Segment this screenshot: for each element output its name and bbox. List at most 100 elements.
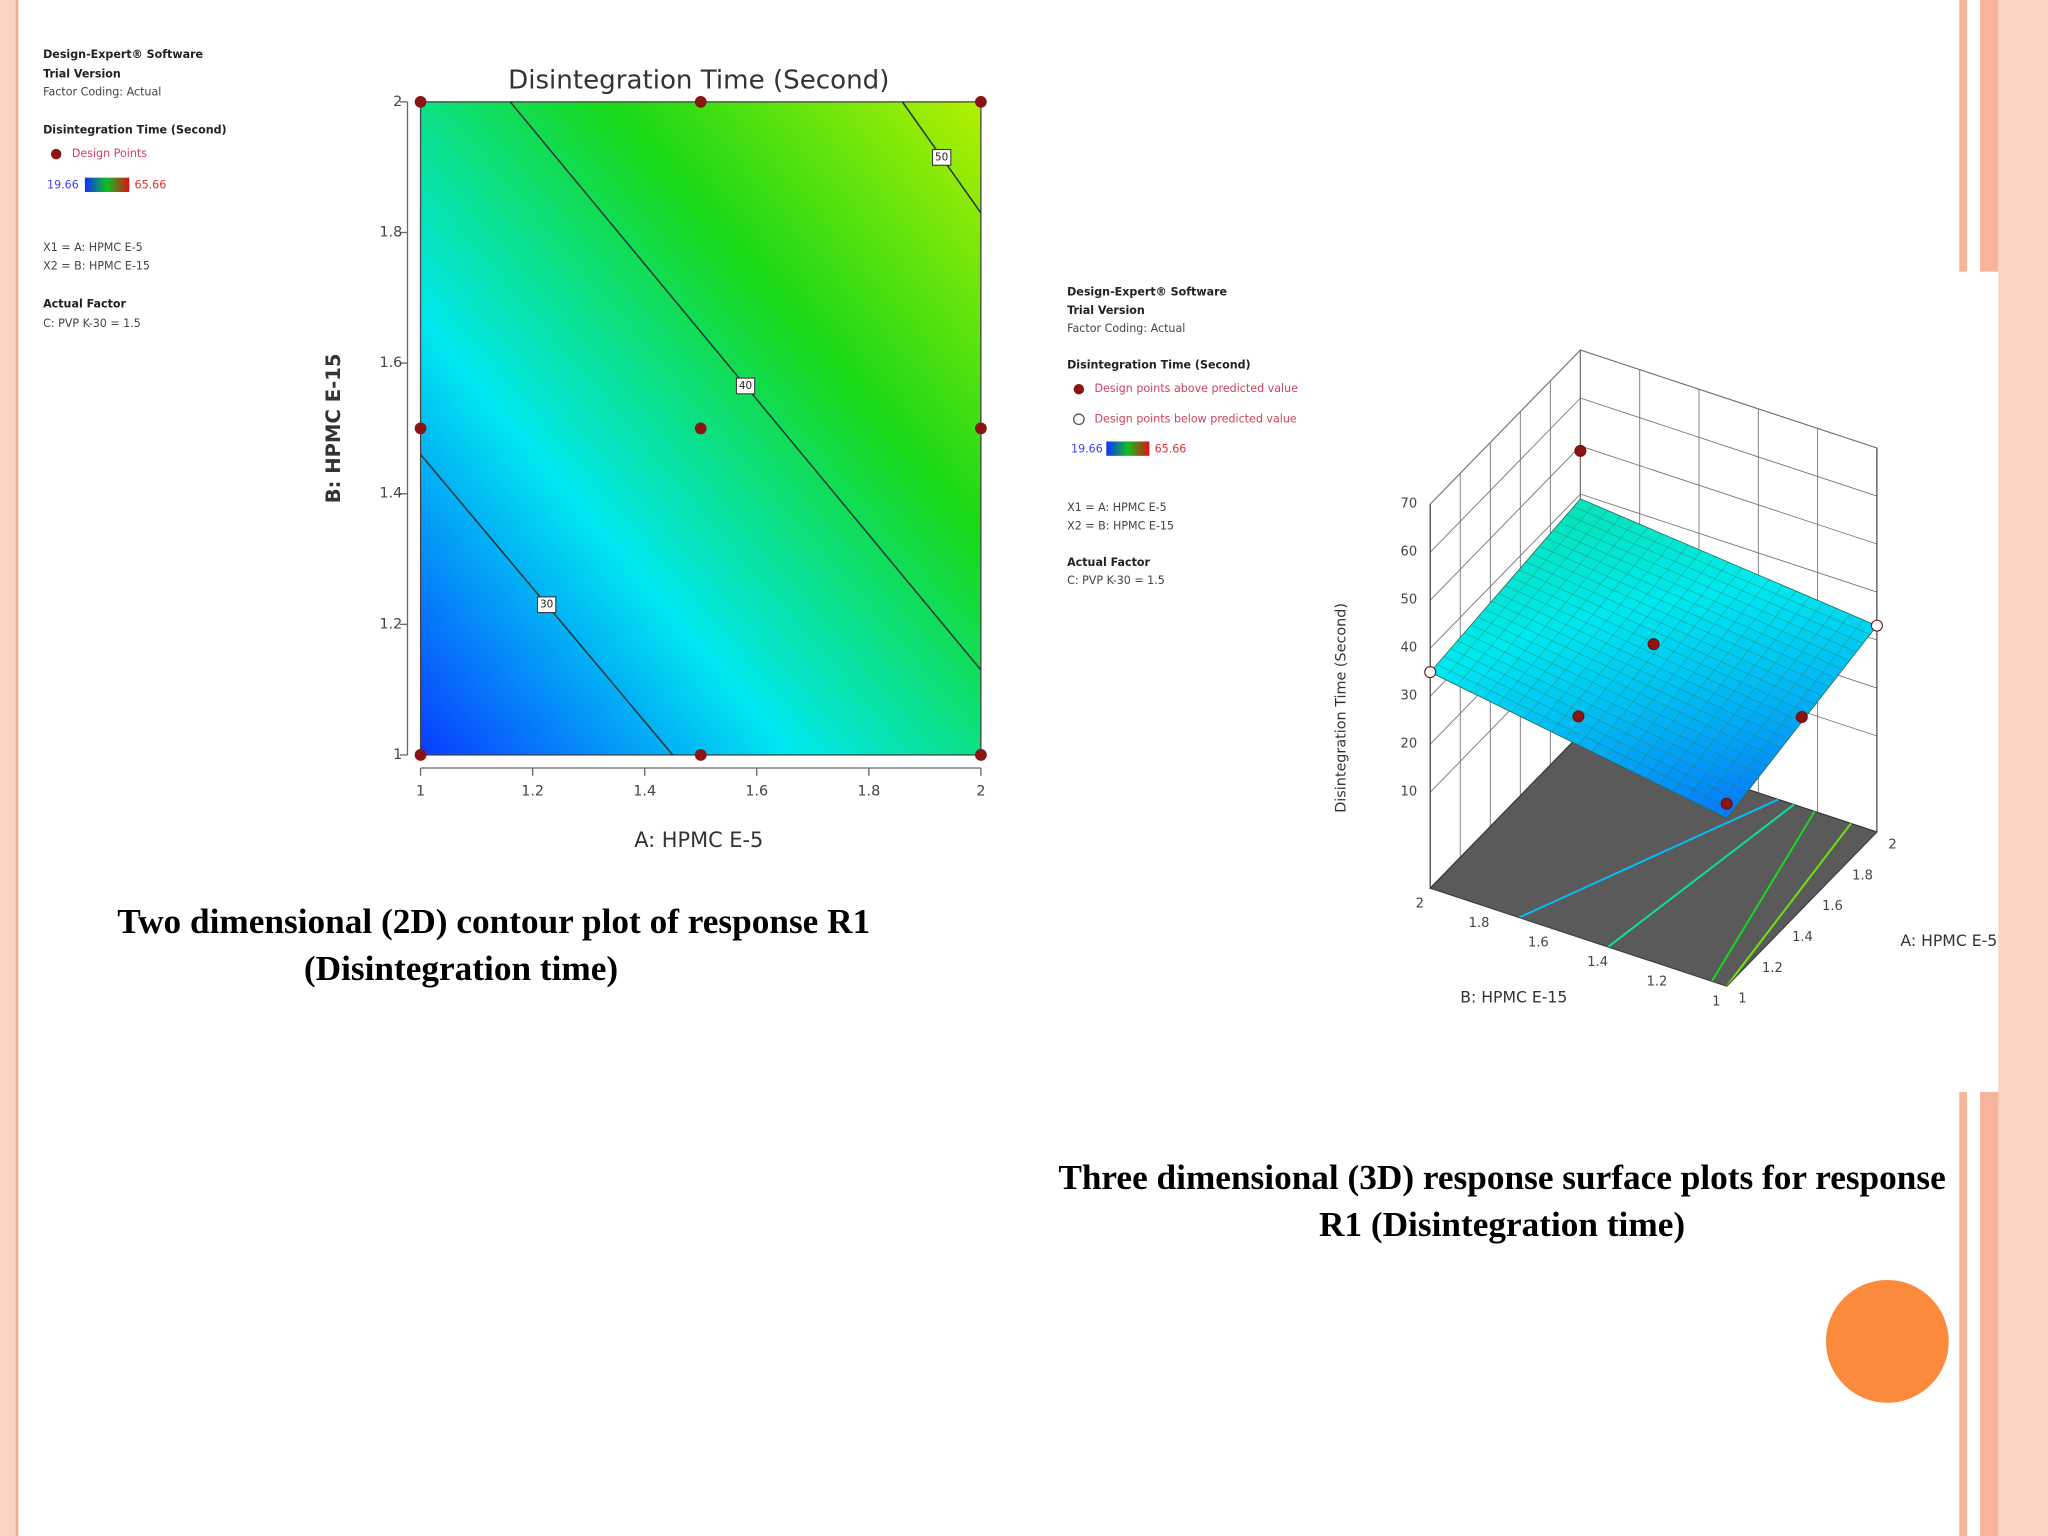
x-tick-label: 2 [976, 784, 985, 800]
legend-title: Disintegration Time (Second) [43, 124, 227, 137]
caption: Three dimensional (3D) response surface … [1058, 1158, 1945, 1197]
design-point [975, 422, 987, 435]
colorbar-min: 19.66 [1071, 442, 1103, 455]
legend-2d: Design-Expert® Software Trial Version Fa… [43, 48, 227, 330]
design-point [414, 749, 427, 761]
design-point [975, 749, 987, 761]
y-tick-label: 1.4 [1587, 955, 1608, 970]
design-point [975, 96, 987, 108]
colorbar-min: 19.66 [47, 178, 79, 191]
factor: X1 = A: HPMC E-5 [1067, 501, 1167, 514]
legend-info: Design-Expert® Software [43, 48, 203, 61]
y-tick-label: 2 [393, 94, 402, 110]
floor-contour [1518, 798, 1779, 919]
x-tick-label: 1.2 [521, 784, 544, 800]
z-tick-label: 60 [1401, 545, 1418, 560]
contour-chart: Disintegration Time (Second) A: HPMC E-5… [322, 65, 987, 852]
y-tick-label: 1.8 [379, 224, 402, 240]
design-point [1720, 797, 1733, 810]
surface [1429, 498, 1878, 819]
x-axis-label: A: HPMC E-5 [1900, 931, 1997, 950]
right-stripe [1959, 0, 1968, 272]
caption: Two dimensional (2D) contour plot of res… [117, 902, 870, 941]
colorbar [84, 177, 130, 192]
design-point [1647, 638, 1660, 651]
caption: (Disintegration time) [304, 949, 618, 988]
legend-label: Design points below predicted value [1095, 412, 1297, 425]
surface-chart: A: HPMC E-5 B: HPMC E-15 Disintegration … [1333, 348, 1997, 1009]
legend-info: Trial Version [1067, 304, 1145, 317]
factor: X1 = A: HPMC E-5 [43, 241, 143, 254]
y-tick-label: 1 [1712, 994, 1720, 1009]
x-tick-label: 1.6 [1822, 899, 1843, 914]
factor: X2 = B: HPMC E-15 [1067, 519, 1174, 532]
contour-label-box [536, 596, 557, 614]
legend-info: Design-Expert® Software [1067, 286, 1227, 299]
colorbar-max: 65.66 [1155, 442, 1187, 455]
contour-label: 50 [935, 151, 948, 163]
chart-title: Disintegration Time (Second) [508, 65, 889, 95]
legend-info: Factor Coding: Actual [1067, 322, 1185, 335]
floor-contour [1607, 803, 1795, 948]
legend-label: Design points above predicted value [1095, 382, 1299, 395]
z-tick-label: 50 [1401, 593, 1418, 608]
y-tick-label: 1 [393, 747, 402, 763]
z-tick-label: 20 [1401, 737, 1418, 752]
y-tick-label: 1.6 [379, 355, 402, 371]
right-stripe [1980, 1091, 1999, 1536]
contour-label-box [932, 149, 952, 166]
design-point [414, 422, 427, 435]
orange-dot [1825, 1280, 1949, 1403]
design-point [694, 749, 707, 761]
floor-contour [1725, 822, 1852, 987]
contour-label: 40 [739, 380, 752, 392]
actual-factor: C: PVP K-30 = 1.5 [43, 317, 141, 330]
colorbar [1106, 441, 1150, 456]
x-tick-label: 1.8 [857, 784, 880, 800]
contour-label: 30 [540, 599, 553, 611]
factor: X2 = B: HPMC E-15 [43, 259, 150, 272]
x-axis-label: A: HPMC E-5 [634, 828, 763, 852]
y-axis-label: B: HPMC E-15 [322, 354, 345, 504]
x-tick-label: 1.2 [1762, 961, 1783, 976]
legend-title: Disintegration Time (Second) [1067, 359, 1251, 372]
contour-label-box [735, 377, 756, 395]
x-tick-label: 1 [416, 784, 425, 800]
x-tick-label: 1.4 [633, 784, 656, 800]
y-tick-label: 2 [1416, 896, 1424, 911]
y-axis-label: B: HPMC E-15 [1460, 987, 1567, 1006]
legend-label: Design Points [72, 147, 147, 160]
y-tick-label: 1.6 [1528, 936, 1549, 951]
design-point [694, 96, 707, 108]
actual-factor: C: PVP K-30 = 1.5 [1067, 574, 1165, 587]
actual-factor-title: Actual Factor [43, 297, 126, 310]
x-tick-label: 1 [1738, 992, 1746, 1007]
z-tick-label: 30 [1401, 689, 1418, 704]
x-tick-label: 1.6 [745, 784, 768, 800]
legend-info: Trial Version [43, 67, 121, 80]
actual-factor-title: Actual Factor [1067, 556, 1150, 569]
design-point [1574, 444, 1587, 457]
legend-3d: Design-Expert® Software Trial Version Fa… [1067, 286, 1298, 588]
design-point [1795, 711, 1808, 724]
floor-contour [1711, 810, 1816, 982]
left-border-line [15, 0, 19, 1536]
z-axis-label: Disintegration Time (Second) [1333, 603, 1349, 813]
legend-marker [1072, 413, 1085, 426]
design-point [414, 96, 427, 108]
x-tick-label: 1.8 [1852, 868, 1873, 883]
colorbar-max: 65.66 [135, 178, 167, 191]
z-tick-label: 70 [1401, 497, 1418, 512]
left-border [0, 0, 16, 1536]
right-stripe [1959, 1091, 1968, 1536]
legend-marker [1073, 384, 1085, 395]
z-tick-label: 10 [1401, 785, 1418, 800]
y-tick-label: 1.8 [1469, 916, 1490, 931]
right-border [1998, 0, 2048, 1536]
design-point [1572, 710, 1585, 723]
legend-info: Factor Coding: Actual [43, 86, 161, 99]
right-stripe [1980, 0, 1999, 272]
caption: R1 (Disintegration time) [1319, 1205, 1685, 1244]
